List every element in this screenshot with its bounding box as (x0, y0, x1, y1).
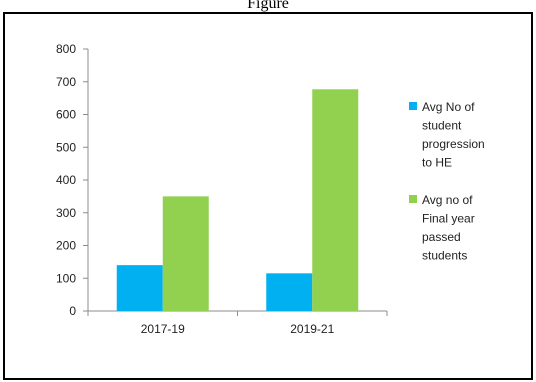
y-tick-label: 300 (56, 206, 76, 220)
chart-title: Figure (247, 0, 289, 12)
y-tick-label: 600 (56, 108, 76, 122)
chart-legend: Avg No of student progression to HE Avg no o… (409, 100, 485, 263)
chart-frame (3, 12, 533, 380)
y-tick-label: 800 (56, 42, 76, 56)
legend-swatch-series-1 (409, 102, 417, 110)
bar-2017-19-series-2 (162, 196, 209, 311)
y-tick-label: 500 (56, 140, 76, 154)
bar-2019-21-series-1 (266, 273, 313, 311)
y-tick-label: 0 (69, 304, 76, 318)
y-tick-label: 400 (56, 173, 76, 187)
y-tick-label: 100 (56, 271, 76, 285)
chart-bars (116, 89, 359, 311)
y-tick-label: 200 (56, 239, 76, 253)
x-tick-label: 2017-19 (141, 322, 185, 336)
legend-swatch-series-2 (409, 195, 417, 203)
y-tick-label: 700 (56, 75, 76, 89)
legend-label-series-1: Avg No of student progression to HE (422, 100, 485, 170)
legend-label-series-2: Avg no of Final year passed students (422, 193, 475, 263)
bar-2019-21-series-2 (312, 89, 359, 311)
bar-2017-19-series-1 (116, 265, 163, 311)
chart-axes: 0 100 200 300 400 500 600 700 800 2017-19 2019-21 (56, 42, 388, 336)
x-tick-label: 2019-21 (290, 322, 334, 336)
